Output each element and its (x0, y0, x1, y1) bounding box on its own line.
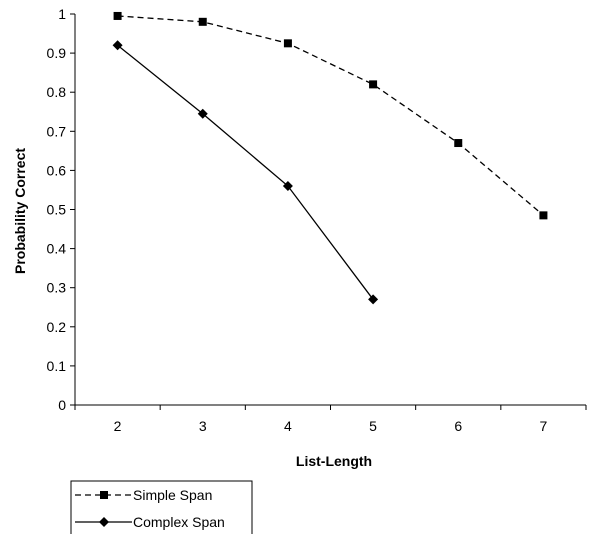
x-tick-label: 6 (454, 418, 462, 434)
y-tick-label: 0.8 (47, 84, 67, 100)
y-tick-label: 0.9 (47, 45, 67, 61)
legend-item-complex-span: Complex Span (75, 514, 225, 530)
series-simple-span (113, 11, 548, 220)
data-point (282, 181, 293, 192)
data-point (112, 40, 123, 51)
y-tick-label: 0.4 (47, 241, 67, 257)
data-point (539, 211, 548, 220)
y-tick-label: 0.3 (47, 280, 67, 296)
legend-marker-complex-span (99, 517, 109, 527)
x-axis-ticks: 2 3 4 5 6 7 (74, 405, 587, 434)
y-axis-ticks: 0 0.1 0.2 0.3 0.4 0.5 0.6 0.7 0.8 0.9 1 (47, 6, 75, 413)
data-point (454, 139, 463, 148)
series-layer (112, 11, 548, 305)
data-point (369, 80, 378, 89)
y-tick-label: 0.1 (47, 358, 67, 374)
legend-item-simple-span: Simple Span (75, 487, 212, 503)
data-point (283, 39, 292, 48)
y-tick-label: 0.6 (47, 162, 67, 178)
series-complex-span (112, 40, 379, 305)
data-point (198, 17, 207, 26)
legend-box (70, 480, 253, 534)
y-tick-label: 1 (58, 6, 66, 22)
series-line (117, 44, 374, 300)
x-axis-title: List-Length (296, 453, 372, 469)
y-tick-label: 0.5 (47, 202, 67, 218)
data-point (368, 294, 379, 305)
x-tick-label: 7 (540, 418, 548, 434)
legend: Simple Span Complex Span (70, 480, 253, 534)
x-tick-label: 4 (284, 418, 292, 434)
y-axis-title: Probability Correct (12, 148, 28, 274)
series-line (117, 15, 544, 216)
data-point (113, 11, 122, 20)
y-tick-label: 0.7 (47, 123, 67, 139)
legend-marker-simple-span (100, 491, 108, 499)
x-tick-label: 2 (114, 418, 122, 434)
y-tick-label: 0 (58, 397, 66, 413)
legend-label-complex-span: Complex Span (133, 514, 225, 530)
legend-label-simple-span: Simple Span (133, 487, 212, 503)
data-point (197, 108, 208, 119)
y-tick-label: 0.2 (47, 319, 67, 335)
x-tick-label: 5 (369, 418, 377, 434)
x-tick-label: 3 (199, 418, 207, 434)
